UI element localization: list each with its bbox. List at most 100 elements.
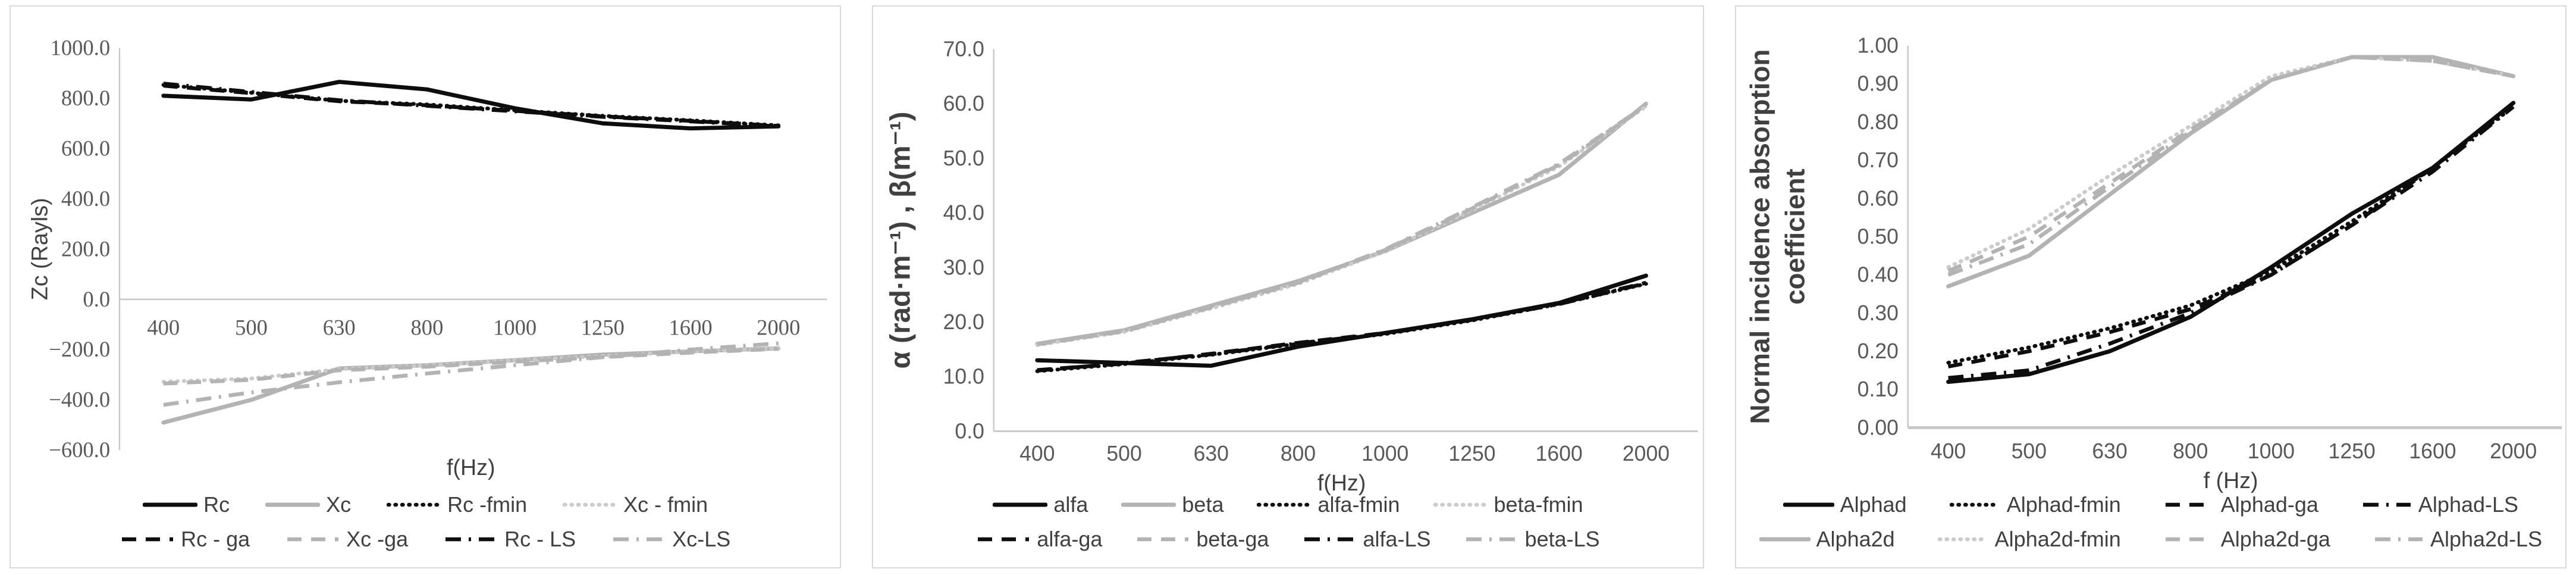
legend-line-sample-icon <box>1783 502 1834 507</box>
legend-line-sample-icon <box>613 537 665 542</box>
legend-line-sample-icon <box>563 502 618 507</box>
legend-label: Rc <box>203 492 230 517</box>
x-tick-label: 630 <box>2092 439 2127 463</box>
y-axis-title: Zc (Rayls) <box>27 198 52 300</box>
legend-item-beta-fmin: beta-fmin <box>1433 492 1583 517</box>
y-tick-label: 400.0 <box>61 186 110 211</box>
legend-item-beta-ga: beta-ga <box>1135 527 1269 552</box>
x-tick-label: 2000 <box>2490 439 2537 463</box>
chart-svg: 70.0 60.0 50.0 40.0 30.0 20.0 10.0 0.0 400 500 630… <box>885 37 1698 495</box>
x-tick-label: 1250 <box>2328 439 2375 463</box>
y-axis-title: α (rad·m⁻¹) , β(m⁻¹) <box>885 112 917 369</box>
legend-label: Alpha2d-fmin <box>1994 527 2121 551</box>
legend-label: alfa-LS <box>1363 527 1431 551</box>
legend-item-alfa-fmin: alfa-fmin <box>1257 492 1400 517</box>
y-tick-label: 70.0 <box>943 37 984 61</box>
x-axis-title: f(Hz) <box>1317 470 1366 495</box>
x-tick-label: 400 <box>1931 439 1966 463</box>
y-axis-title-line: coefficient <box>1780 168 1810 304</box>
legend-line-sample-icon <box>1759 537 1811 542</box>
x-tick-label: 1250 <box>581 315 625 339</box>
series-line-Rc-ga <box>163 83 779 128</box>
legend-item-alfa-ga: alfa-ga <box>976 527 1102 552</box>
y-tick-label: 0.10 <box>1857 377 1898 401</box>
legend-item-beta-LS: beta-LS <box>1464 527 1600 552</box>
series-line-beta-ga <box>1037 104 1648 346</box>
y-tick-label: −200.0 <box>49 337 110 361</box>
series-line-alfa-LS <box>1037 281 1647 373</box>
legend-line-sample-icon <box>143 502 198 507</box>
legend-label: alfa-fmin <box>1317 492 1400 517</box>
legend-label: beta-LS <box>1524 527 1600 551</box>
x-tick-label: 500 <box>2011 439 2046 463</box>
series-line-Alpha2d-ga <box>1947 55 2514 273</box>
legend-item-Alpha2d-LS: Alpha2d-LS <box>2373 527 2542 552</box>
legend-line-sample-icon <box>445 537 497 542</box>
chart-legend: alfa beta alfa-fmin beta-fmin alfa-ga beta-ga… <box>873 492 1702 552</box>
x-tick-label: 1600 <box>1536 442 1583 465</box>
legend-line-sample-icon <box>978 537 1030 542</box>
x-tick-label: 1000 <box>1362 442 1409 465</box>
series-line-Alphad-ga <box>1947 101 2515 368</box>
y-tick-label: 20.0 <box>943 310 984 334</box>
y-tick-label: 30.0 <box>943 255 984 279</box>
y-tick-label: 60.0 <box>943 92 984 115</box>
legend-line-sample-icon <box>287 537 339 542</box>
legend-label: alfa-ga <box>1037 527 1103 551</box>
y-tick-label: 0.70 <box>1857 148 1898 172</box>
series-line-Alphad-LS <box>1947 105 2515 380</box>
chart-legend: Alphad Alphad-fmin Alphad-ga Alphad-LS Alpha… <box>1736 492 2565 552</box>
legend-line-sample-icon <box>1121 502 1176 507</box>
legend-line-sample-icon <box>1466 537 1517 542</box>
legend-item-alfa: alfa <box>993 492 1088 517</box>
y-tick-label: 0.30 <box>1857 301 1898 325</box>
legend-line-sample-icon <box>1433 502 1488 507</box>
chart-svg: 1.00 0.90 0.80 0.70 0.60 0.50 0.40 0.30 0.20 0.10… <box>1744 33 2562 493</box>
legend-label: Alphad-LS <box>2418 492 2519 517</box>
y-tick-label: 800.0 <box>61 86 110 110</box>
y-tick-label: 0.40 <box>1857 263 1898 287</box>
series-line-Alphad-fmin <box>1946 105 2515 365</box>
legend-item-Alpha2d: Alpha2d <box>1759 527 1895 552</box>
y-tick-label: 10.0 <box>943 365 984 389</box>
x-tick-label: 630 <box>323 315 356 339</box>
legend-label: Rc -fmin <box>447 492 528 517</box>
legend-row: alfa-ga beta-ga alfa-LS beta-LS <box>873 527 1702 552</box>
x-axis-title: f (Hz) <box>2203 468 2258 493</box>
chart-panel-impedance: 1000.0 800.0 600.0 400.0 200.0 0.0 −200.0 −400.… <box>10 5 842 568</box>
y-tick-label: 0.60 <box>1857 186 1898 210</box>
legend-label: Alpha2d <box>1816 527 1895 551</box>
y-tick-label: 0.00 <box>1857 415 1898 439</box>
series-line-alfa <box>1035 273 1649 368</box>
legend-label: Rc - LS <box>504 527 576 551</box>
series-line-Rc <box>161 80 781 131</box>
legend-item-Alphad-LS: Alphad-LS <box>2361 492 2518 517</box>
x-tick-label: 800 <box>411 315 444 339</box>
x-tick-label: 1600 <box>669 315 713 339</box>
series-line-Xc-LS <box>163 341 779 407</box>
legend-item-Rc-LS: Rc - LS <box>444 527 576 552</box>
legend-line-sample-icon <box>122 537 174 542</box>
chart-svg: 1000.0 800.0 600.0 400.0 200.0 0.0 −200.0 −400.… <box>27 35 827 480</box>
legend-line-sample-icon <box>2362 502 2411 507</box>
legend-label: Xc-LS <box>672 527 731 551</box>
legend-line-sample-icon <box>2165 502 2213 507</box>
legend-label: Xc - fmin <box>623 492 708 517</box>
x-tick-label: 400 <box>147 315 180 339</box>
legend-item-Alphad-fmin: Alphad-fmin <box>1949 492 2121 517</box>
legend-line-sample-icon <box>1257 502 1312 507</box>
y-tick-label: 40.0 <box>943 201 984 224</box>
legend-item-alfa-LS: alfa-LS <box>1303 527 1431 552</box>
y-tick-label: 0.80 <box>1857 110 1898 134</box>
y-tick-label: 600.0 <box>61 136 110 160</box>
y-tick-label: −400.0 <box>49 388 110 412</box>
x-tick-label: 2000 <box>757 315 800 339</box>
legend-line-sample-icon <box>2374 537 2423 542</box>
legend-label: Alphad-ga <box>2220 492 2318 517</box>
y-tick-label: 0.90 <box>1857 72 1898 96</box>
legend-item-Rc-ga: Rc - ga <box>120 527 250 552</box>
x-tick-label: 630 <box>1194 442 1229 465</box>
legend-label: beta-ga <box>1196 527 1269 551</box>
legend-item-Alphad-ga: Alphad-ga <box>2164 492 2318 517</box>
